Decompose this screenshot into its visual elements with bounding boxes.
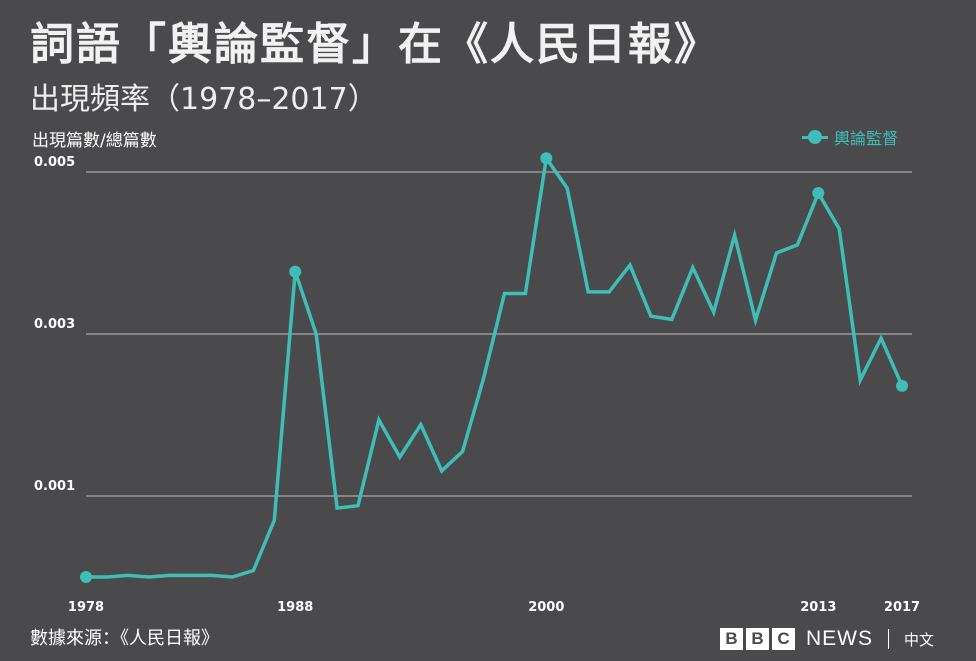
logo-news: NEWS — [806, 627, 873, 650]
x-tick-label: 1988 — [277, 600, 313, 615]
bbc-news-logo: B B C NEWS 中文 — [720, 627, 934, 651]
x-tick-label: 2013 — [800, 600, 836, 615]
legend-line-marker-icon — [802, 129, 828, 145]
y-tick-label: 0.003 — [34, 317, 75, 332]
logo-language: 中文 — [904, 630, 935, 649]
y-axis-label: 出現篇數/總篇數 — [32, 131, 157, 151]
data-point — [896, 379, 908, 392]
x-tick-label: 1978 — [68, 600, 104, 615]
x-tick-label: 2000 — [528, 600, 564, 615]
logo-divider — [888, 629, 889, 649]
logo-letter-b1: B — [720, 628, 743, 650]
source-note: 數據來源：《人民日報》 — [30, 628, 219, 649]
y-tick-label: 0.001 — [34, 479, 75, 494]
data-point — [289, 265, 302, 278]
y-tick-label: 0.005 — [34, 155, 75, 170]
data-point — [80, 571, 92, 583]
data-point — [812, 187, 825, 200]
x-tick-label: 2017 — [884, 600, 920, 615]
chart-subtitle: 出現頻率（1978–2017） — [30, 82, 378, 117]
series-line — [86, 153, 904, 579]
logo-letter-c: C — [772, 628, 795, 650]
logo-letter-b2: B — [746, 628, 769, 650]
chart-title: 詞語「輿論監督」在《人民日報》 — [30, 19, 720, 70]
legend-label: 輿論監督 — [834, 129, 899, 148]
legend: 輿論監督 — [802, 125, 898, 149]
data-point — [540, 152, 553, 165]
